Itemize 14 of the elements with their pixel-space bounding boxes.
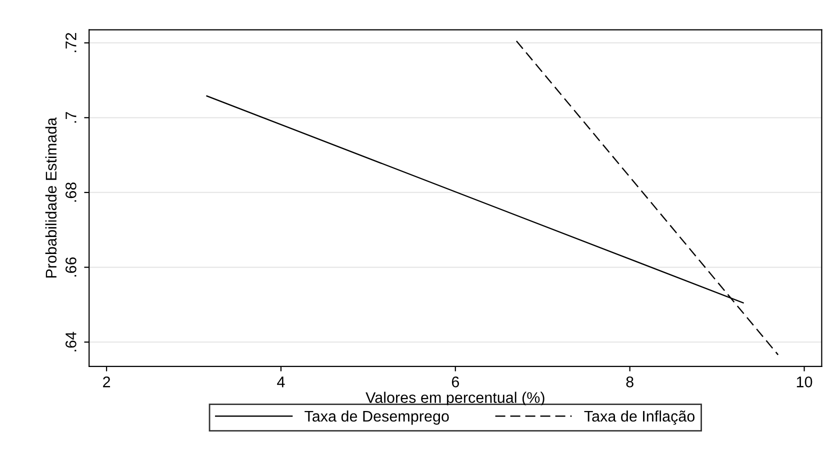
x-tick-label: 6 (452, 376, 459, 388)
x-tick-label: 4 (277, 376, 285, 388)
x-axis-title: Valores em percentual (%) (366, 392, 544, 406)
x-tick-label: 10 (796, 376, 812, 388)
legend-label: Taxa de Inflação (584, 410, 695, 425)
y-axis-title: Probabilidade Estimada (45, 117, 57, 278)
y-tick-label: .72 (66, 33, 76, 52)
legend-label: Taxa de Desemprego (304, 410, 449, 425)
y-tick-label: .7 (66, 112, 76, 123)
y-tick-label: .66 (66, 257, 76, 277)
x-tick-label: 2 (103, 376, 110, 388)
x-tick-label: 8 (626, 376, 634, 388)
y-tick-label: .64 (66, 332, 76, 352)
y-tick-label: .68 (66, 182, 76, 202)
